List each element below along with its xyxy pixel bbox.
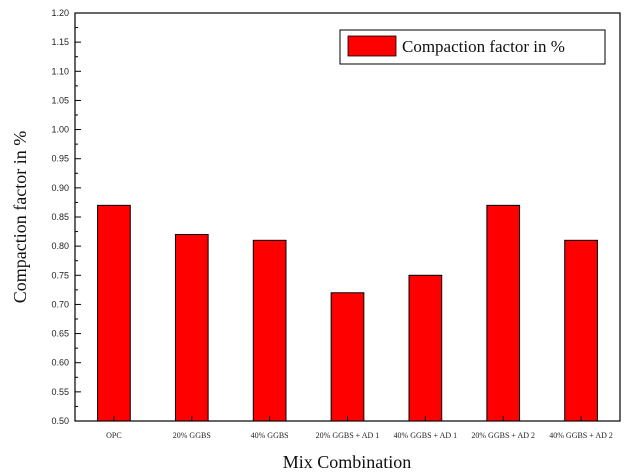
y-tick-label: 1.15 [51,37,69,47]
x-tick-label: 40% GGBS + AD 1 [394,431,458,440]
legend-swatch [347,35,397,57]
bar [252,239,287,422]
bar [174,233,209,422]
x-tick-label: OPC [106,431,122,440]
x-tick-label: 40% GGBS + AD 2 [549,431,613,440]
x-axis-title: Mix Combination [283,452,412,472]
legend: Compaction factor in % [339,29,606,65]
y-tick-label: 0.80 [51,241,69,251]
x-axis: OPC 20% GGBS 40% GGBS 20% GGBS + AD 1 40% GG… [106,416,613,440]
bar [564,239,598,422]
y-axis-title: Compaction factor in % [10,131,30,303]
x-tick-label: 20% GGBS [173,431,211,440]
y-tick-label: 0.50 [51,416,69,426]
y-tick-label: 0.65 [51,329,69,339]
y-tick-label: 0.70 [51,299,69,309]
y-tick-label: 0.95 [51,154,69,164]
x-tick-label: 20% GGBS + AD 2 [471,431,535,440]
y-tick-label: 1.10 [51,66,69,76]
bar [97,204,131,422]
y-tick-label: 0.85 [51,212,69,222]
y-tick-label: 1.00 [51,125,69,135]
legend-label: Compaction factor in % [402,37,565,56]
bar [330,292,365,422]
bar [486,204,521,422]
y-tick-label: 1.05 [51,95,69,105]
bars [97,204,598,422]
y-tick-label: 1.20 [51,8,69,18]
y-axis: 0.50 0.55 0.60 0.65 0.70 0.75 0.80 0.85 0.90 0.95… [51,8,81,426]
x-tick-label: 20% GGBS + AD 1 [316,431,380,440]
y-tick-label: 0.75 [51,270,69,280]
y-tick-label: 0.90 [51,183,69,193]
x-tick-label: 40% GGBS [251,431,289,440]
y-tick-label: 0.60 [51,358,69,368]
bar [408,274,443,422]
y-tick-label: 0.55 [51,387,69,397]
